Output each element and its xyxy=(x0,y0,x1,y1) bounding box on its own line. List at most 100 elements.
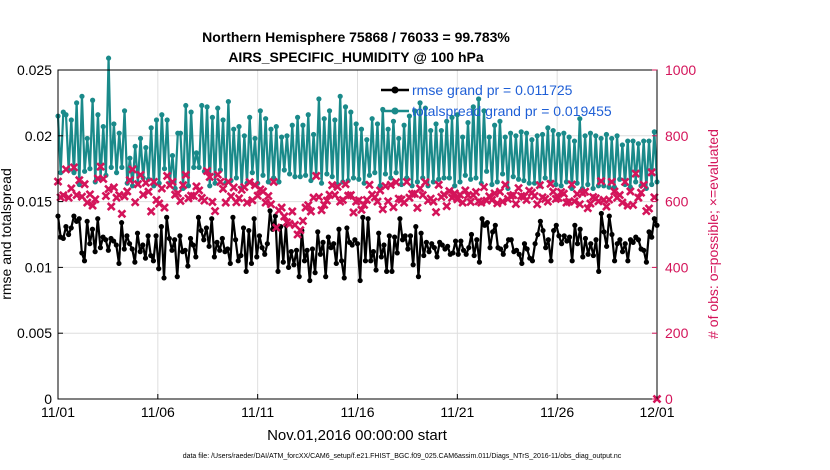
y-axis-right-label: # of obs: o=possible; ×=evaluated xyxy=(705,129,721,339)
rmse-point xyxy=(248,260,255,267)
rmse-point xyxy=(368,258,374,264)
rmse-point xyxy=(137,249,143,255)
obs-evaluated-point xyxy=(428,197,438,207)
rmse-point xyxy=(89,226,96,232)
totalspread-point xyxy=(191,164,197,170)
totalspread-point xyxy=(441,175,447,181)
rmse-point xyxy=(209,216,215,222)
totalspread-point xyxy=(428,127,434,134)
obs-evaluated-point xyxy=(295,225,305,235)
obs-evaluated-point xyxy=(434,180,444,190)
obs-evaluated-point xyxy=(639,180,649,190)
x-tick-label: 11/01 xyxy=(41,404,75,420)
totalspread-point xyxy=(358,126,365,132)
obs-evaluated-point xyxy=(303,200,313,210)
totalspread-point xyxy=(390,118,397,124)
totalspread-point xyxy=(119,164,125,170)
totalspread-point xyxy=(507,130,514,136)
totalspread-point xyxy=(382,171,389,177)
totalspread-point xyxy=(71,170,77,176)
rmse-point xyxy=(598,210,604,217)
rmse-point xyxy=(402,233,408,239)
obs-evaluated-point xyxy=(64,193,74,203)
totalspread-point xyxy=(633,179,639,185)
rmse-point xyxy=(195,214,202,220)
rmse-point xyxy=(323,274,329,280)
totalspread-point xyxy=(263,116,269,122)
rmse-point xyxy=(198,227,204,234)
totalspread-point xyxy=(342,104,349,110)
totalspread-point xyxy=(598,135,604,142)
totalspread-point xyxy=(462,172,468,178)
rmse-point xyxy=(317,251,323,257)
legend-marker-rmse xyxy=(391,86,399,94)
obs-evaluated-point xyxy=(330,190,340,200)
totalspread-point xyxy=(523,130,530,136)
rmse-point xyxy=(238,252,244,259)
totalspread-point xyxy=(492,122,498,128)
totalspread-point xyxy=(563,179,570,185)
totalspread-point xyxy=(396,135,402,142)
rmse-point xyxy=(174,274,180,280)
obs-evaluated-point xyxy=(543,197,553,207)
totalspread-point xyxy=(452,183,458,189)
obs-evaluated-point xyxy=(607,177,617,187)
rmse-point xyxy=(280,259,286,265)
rmse-point xyxy=(92,249,98,255)
y-right-tick-label: 1000 xyxy=(665,62,696,78)
rmse-point xyxy=(490,229,496,235)
rmse-point xyxy=(360,214,366,220)
totalspread-point xyxy=(199,102,205,109)
totalspread-point xyxy=(625,138,631,144)
totalspread-point xyxy=(87,166,93,172)
totalspread-point xyxy=(484,168,490,174)
totalspread-point xyxy=(185,183,192,189)
totalspread-point xyxy=(207,183,213,189)
rmse-point xyxy=(492,222,498,228)
obs-evaluated-point xyxy=(128,164,137,174)
obs-evaluated-point xyxy=(596,176,606,186)
obs-evaluated-point xyxy=(133,179,143,189)
rmse-point xyxy=(211,254,217,260)
totalspread-point xyxy=(257,108,263,114)
totalspread-point xyxy=(324,171,330,177)
rmse-point xyxy=(111,238,117,244)
obs-evaluated-point xyxy=(365,180,374,190)
obs-evaluated-point xyxy=(570,196,579,206)
rmse-point xyxy=(129,246,135,252)
totalspread-point xyxy=(406,113,413,119)
totalspread-point xyxy=(58,170,64,176)
rmse-point xyxy=(341,275,347,281)
rmse-point xyxy=(572,222,578,228)
obs-evaluated-point xyxy=(242,198,252,208)
totalspread-point xyxy=(502,134,508,140)
rmse-point xyxy=(418,230,424,236)
obs-evaluated-point xyxy=(460,185,470,195)
totalspread-point xyxy=(82,168,88,174)
rmse-point xyxy=(630,239,636,245)
rmse-point xyxy=(521,241,528,247)
rmse-point xyxy=(580,254,586,260)
rmse-point xyxy=(545,237,551,243)
rmse-point xyxy=(262,251,268,257)
obs-evaluated-point xyxy=(157,184,167,193)
totalspread-point xyxy=(350,175,357,181)
rmse-point xyxy=(187,235,194,242)
y-tick-label: 0 xyxy=(44,391,52,407)
totalspread-point xyxy=(161,166,168,172)
totalspread-point xyxy=(494,179,500,185)
obs-evaluated-point xyxy=(207,197,217,207)
rmse-point xyxy=(421,252,427,259)
totalspread-point xyxy=(412,108,418,114)
x-tick-label: 11/26 xyxy=(540,404,574,420)
totalspread-point xyxy=(601,183,607,189)
totalspread-point xyxy=(585,181,591,188)
rmse-point xyxy=(145,233,151,239)
chart-subtitle: AIRS_SPECIFIC_HUMIDITY @ 100 hPa xyxy=(228,49,484,65)
totalspread-point xyxy=(318,180,325,186)
footer-data-file: data file: /Users/raeder/DAI/ATM_forcXX/… xyxy=(183,453,622,460)
y-right-tick-label: 400 xyxy=(665,259,689,275)
rmse-point xyxy=(172,237,178,243)
rmse-point xyxy=(132,259,138,265)
totalspread-point xyxy=(619,142,625,148)
